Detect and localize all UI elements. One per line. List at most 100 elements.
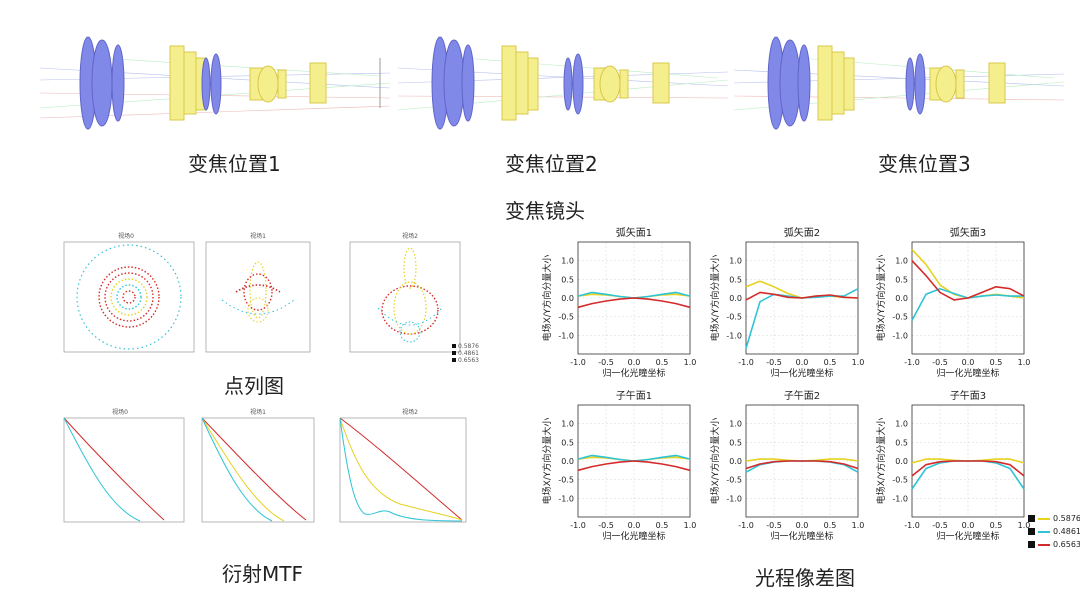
x-tick-label: 0.5 xyxy=(824,358,837,367)
opd-legend-item-2[interactable]: 0.6563 xyxy=(1028,540,1080,549)
opd-chart-title: 弧矢面3 xyxy=(950,226,986,239)
spot-title-0: 视场0 xyxy=(118,232,134,240)
lens-layout-3 xyxy=(734,36,1064,130)
opd-chart-0: 弧矢面1 -1.0 -0.5 0.0 0.5 1.0 1.0 0.5 0.0 -0.5 -1.0 归一… xyxy=(541,226,696,379)
x-axis-label: 归一化光瞳坐标 xyxy=(602,367,665,379)
y-tick-label: 1.0 xyxy=(895,257,908,266)
x-tick-label: -1.0 xyxy=(570,521,586,530)
spot-diagram-panels: 视场0 视场1 视场2 0.5876 0.4861 0.6563 xyxy=(63,232,479,364)
y-tick-label: 0.0 xyxy=(895,294,908,303)
mtf-title-0: 视场0 xyxy=(112,408,128,416)
y-tick-label: -1.0 xyxy=(892,494,908,503)
mtf-panel-2: 视场2 xyxy=(339,408,467,523)
series-line-0.6563 xyxy=(745,460,859,470)
y-tick-label: 0.5 xyxy=(895,438,908,447)
legend-line-cyan xyxy=(1038,530,1050,533)
series-line-0.6563 xyxy=(577,297,691,309)
x-tick-label: 1.0 xyxy=(852,521,865,530)
opd-legend: 0.5876 0.4861 0.6563 xyxy=(1028,514,1080,549)
x-tick-label: -0.5 xyxy=(766,358,782,367)
caption-zoom-position-3: 变焦位置3 xyxy=(878,152,971,176)
caption-spot-diagram: 点列图 xyxy=(224,374,284,398)
x-tick-label: 0.0 xyxy=(962,521,975,530)
caption-diffraction-mtf: 衍射MTF xyxy=(222,562,303,586)
y-tick-label: -0.5 xyxy=(726,476,742,485)
y-tick-label: 0.5 xyxy=(895,275,908,284)
y-tick-label: 1.0 xyxy=(561,420,574,429)
x-tick-label: -0.5 xyxy=(766,521,782,530)
spot-title-1: 视场1 xyxy=(250,232,266,240)
x-axis-label: 归一化光瞳坐标 xyxy=(936,530,999,542)
caption-opd-fan: 光程像差图 xyxy=(755,566,855,590)
caption-zoom-lens: 变焦镜头 xyxy=(505,199,585,223)
x-tick-label: 0.5 xyxy=(824,521,837,530)
x-tick-label: 0.5 xyxy=(990,521,1003,530)
spot-legend-label-1: 0.4861 xyxy=(458,350,479,357)
y-tick-label: 0.0 xyxy=(895,457,908,466)
y-axis-label: 电场X/Y方向分量大小 xyxy=(875,418,887,505)
opd-chart-title: 弧矢面2 xyxy=(784,226,820,239)
series-line-0.6563 xyxy=(911,460,1025,477)
opd-chart-title: 子午面3 xyxy=(950,389,986,402)
opd-chart-2: 弧矢面3 -1.0 -0.5 0.0 0.5 1.0 1.0 0.5 0.0 -0.5 -1.0 归一… xyxy=(875,226,1030,379)
opd-legend-label-2: 0.6563 xyxy=(1053,540,1080,549)
x-tick-label: 1.0 xyxy=(1018,521,1030,530)
caption-zoom-position-1: 变焦位置1 xyxy=(188,152,281,176)
spot-title-2: 视场2 xyxy=(402,232,418,240)
plot-frame xyxy=(911,404,1025,518)
y-tick-label: 0.5 xyxy=(561,438,574,447)
legend-line-yellow xyxy=(1038,517,1050,520)
spot-legend-label-0: 0.5876 xyxy=(458,343,479,350)
checkbox-icon[interactable] xyxy=(1028,515,1035,522)
caption-zoom-position-2: 变焦位置2 xyxy=(505,152,598,176)
x-tick-label: 0.0 xyxy=(628,521,641,530)
y-tick-label: -1.0 xyxy=(726,494,742,503)
y-tick-label: -0.5 xyxy=(726,313,742,322)
x-tick-label: -0.5 xyxy=(598,358,614,367)
x-tick-label: 1.0 xyxy=(852,358,865,367)
x-tick-label: -0.5 xyxy=(598,521,614,530)
y-tick-label: 1.0 xyxy=(729,257,742,266)
mtf-title-1: 视场1 xyxy=(250,408,266,416)
spot-panel-1: 视场1 xyxy=(205,232,311,353)
y-tick-label: 0.0 xyxy=(561,294,574,303)
opd-legend-item-0[interactable]: 0.5876 xyxy=(1028,514,1080,523)
mtf-panel-1: 视场1 xyxy=(201,408,315,523)
y-tick-label: 1.0 xyxy=(561,257,574,266)
y-tick-label: 0.0 xyxy=(729,457,742,466)
x-tick-label: -1.0 xyxy=(904,521,920,530)
mtf-title-2: 视场2 xyxy=(402,408,418,416)
opd-legend-item-1[interactable]: 0.4861 xyxy=(1028,527,1080,536)
opd-legend-label-1: 0.4861 xyxy=(1053,527,1080,536)
x-axis-label: 归一化光瞳坐标 xyxy=(936,367,999,379)
x-axis-label: 归一化光瞳坐标 xyxy=(770,367,833,379)
y-tick-label: -1.0 xyxy=(726,331,742,340)
checkbox-icon[interactable] xyxy=(1028,528,1035,535)
y-axis-label: 电场X/Y方向分量大小 xyxy=(709,418,721,505)
opd-chart-5: 子午面3 -1.0 -0.5 0.0 0.5 1.0 1.0 0.5 0.0 -0.5 -1.0 归一… xyxy=(875,389,1030,542)
lens-layout-1 xyxy=(40,36,390,130)
x-tick-label: -1.0 xyxy=(570,358,586,367)
plot-frame xyxy=(577,404,691,518)
lens-layout-2 xyxy=(398,36,728,130)
y-axis-label: 电场X/Y方向分量大小 xyxy=(541,418,553,505)
y-tick-label: 1.0 xyxy=(895,420,908,429)
plot-frame xyxy=(577,241,691,355)
x-tick-label: 0.0 xyxy=(962,358,975,367)
opd-chart-title: 弧矢面1 xyxy=(616,226,652,239)
x-tick-label: 1.0 xyxy=(684,521,697,530)
x-tick-label: -1.0 xyxy=(738,358,754,367)
y-tick-label: 1.0 xyxy=(729,420,742,429)
x-tick-label: 0.5 xyxy=(656,358,669,367)
x-axis-label: 归一化光瞳坐标 xyxy=(602,530,665,542)
y-tick-label: -0.5 xyxy=(892,476,908,485)
y-tick-label: 0.5 xyxy=(729,275,742,284)
y-tick-label: -0.5 xyxy=(892,313,908,322)
y-tick-label: -1.0 xyxy=(892,331,908,340)
x-tick-label: 1.0 xyxy=(684,358,697,367)
opd-chart-title: 子午面2 xyxy=(784,389,820,402)
y-axis-label: 电场X/Y方向分量大小 xyxy=(709,255,721,342)
checkbox-icon[interactable] xyxy=(1028,541,1035,548)
opd-chart-1: 弧矢面2 -1.0 -0.5 0.0 0.5 1.0 1.0 0.5 0.0 -0.5 -1.0 归一… xyxy=(709,226,864,379)
x-tick-label: 0.0 xyxy=(628,358,641,367)
